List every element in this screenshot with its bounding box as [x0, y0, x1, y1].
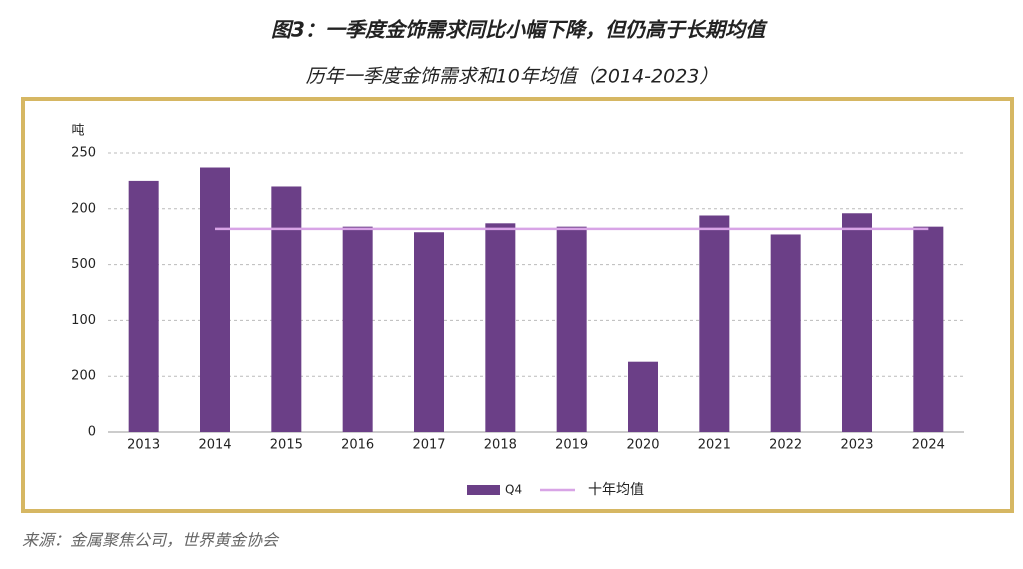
bar	[842, 213, 872, 432]
x-tick-label: 2018	[484, 438, 517, 453]
y-tick-label: 100	[71, 313, 96, 328]
y-tick-label: 200	[71, 369, 96, 384]
y-tick-label: 500	[71, 257, 96, 272]
bar	[342, 226, 373, 432]
x-tick-label: 2014	[198, 438, 231, 453]
bar	[913, 226, 944, 432]
x-tick-label: 2015	[270, 438, 303, 453]
legend-label: Q4	[505, 483, 522, 497]
chart-frame	[21, 97, 1014, 513]
legend-label: 十年均值	[588, 482, 644, 498]
source: 来源：金属聚焦公司，世界黄金协会	[22, 531, 280, 550]
y-tick-label: 0	[88, 425, 96, 440]
bar	[128, 180, 159, 432]
x-tick-label: 2019	[555, 438, 588, 453]
x-tick-label: 2016	[341, 438, 374, 453]
y-tick-label: 200	[71, 201, 96, 216]
x-tick-label: 2020	[626, 438, 659, 453]
legend-swatch	[467, 485, 500, 495]
y-tick-label: 250	[71, 146, 96, 161]
x-tick-label: 2013	[127, 438, 160, 453]
x-tick-label: 2021	[698, 438, 731, 453]
bar	[770, 234, 801, 432]
bar	[200, 167, 230, 432]
chart-subtitle: 历年一季度金饰需求和10年均值（2014-2023）	[306, 66, 719, 88]
x-tick-label: 2017	[412, 438, 445, 453]
bar	[628, 361, 658, 432]
bar	[699, 215, 730, 432]
y-unit: 吨	[71, 124, 84, 139]
bar	[556, 226, 587, 432]
bar	[485, 223, 516, 432]
x-tick-label: 2023	[840, 438, 873, 453]
chart-title: 图3：一季度金饰需求同比小幅下降，但仍高于长期均值	[271, 18, 768, 42]
bar	[271, 186, 302, 432]
bar	[414, 232, 444, 432]
x-tick-label: 2022	[769, 438, 802, 453]
x-tick-label: 2024	[912, 438, 945, 453]
